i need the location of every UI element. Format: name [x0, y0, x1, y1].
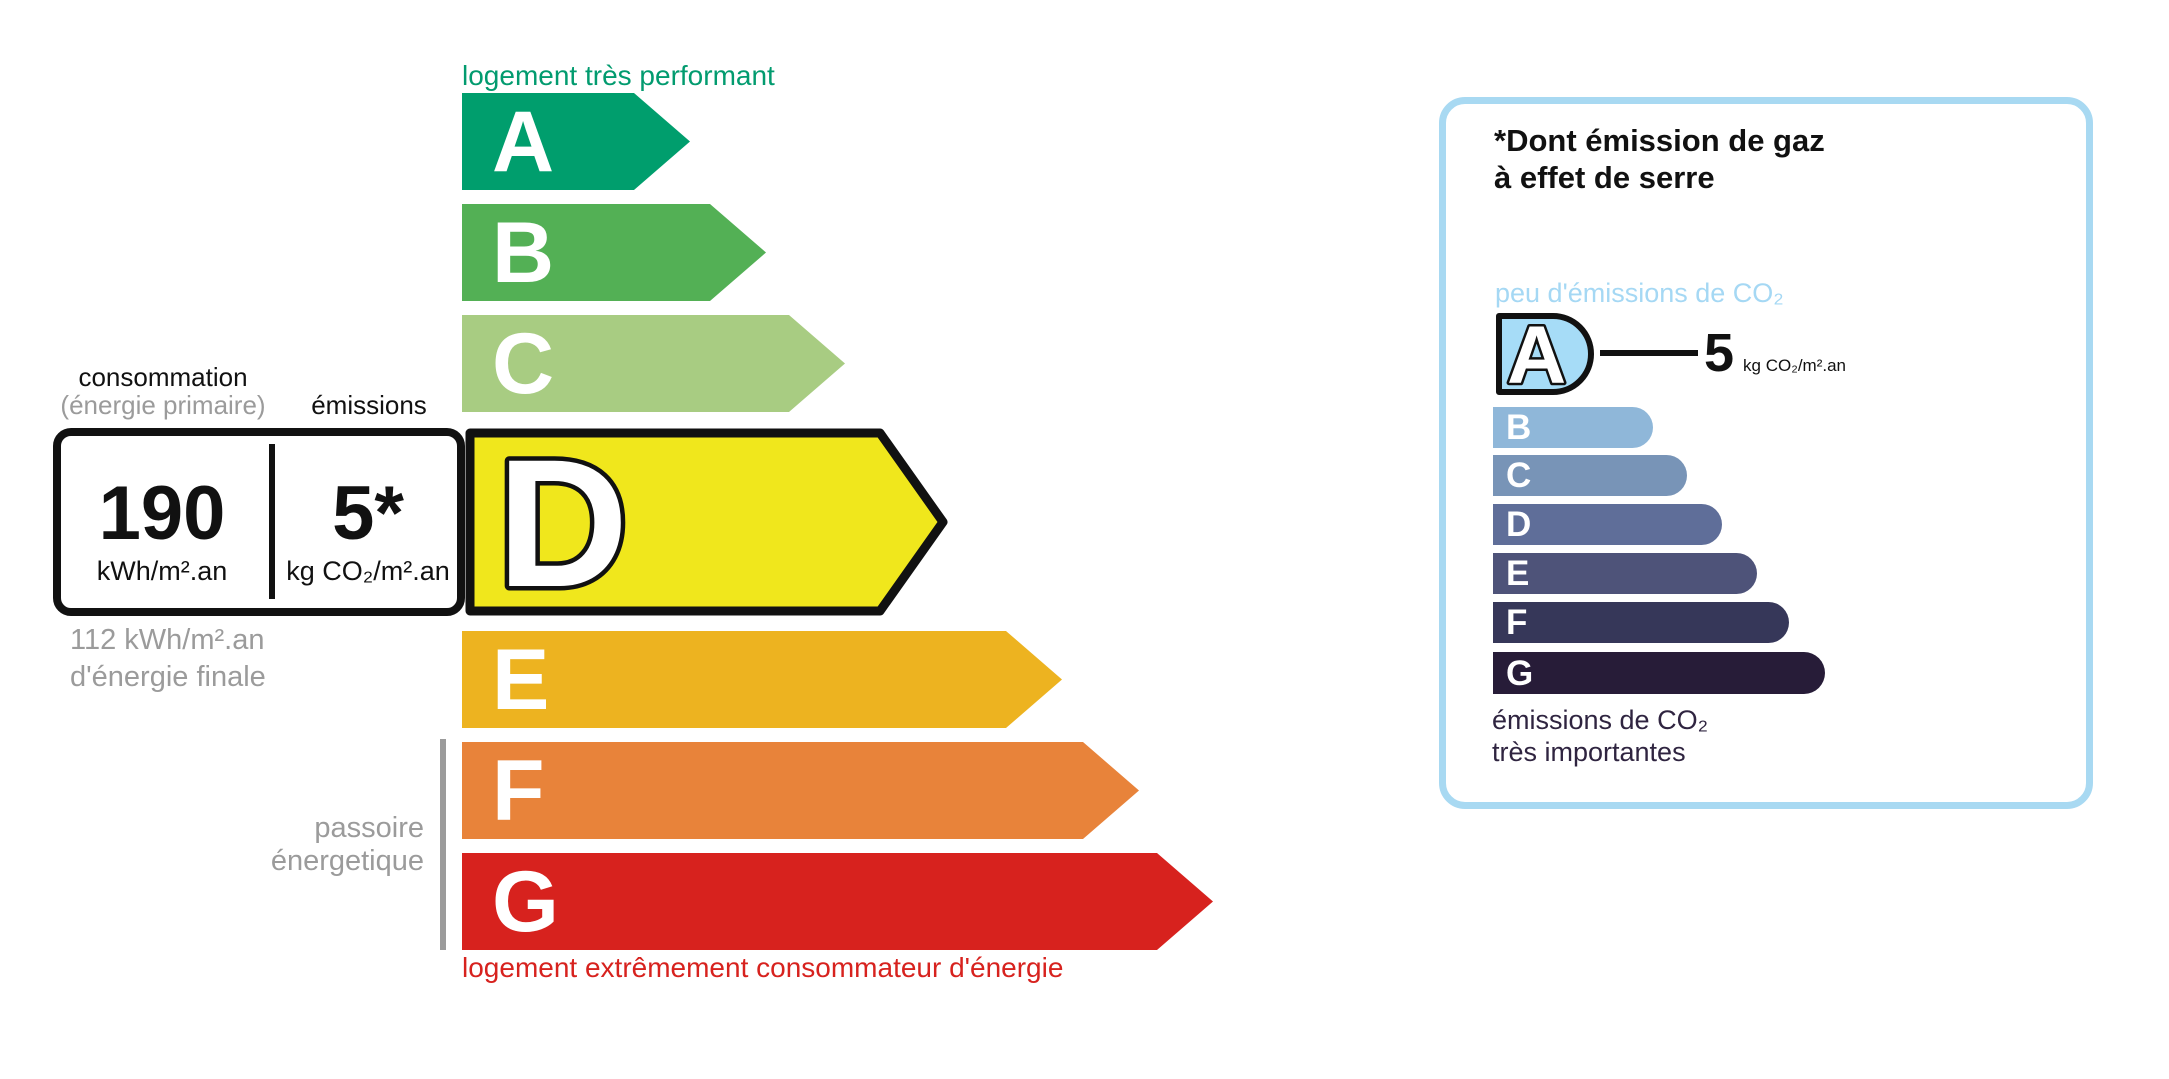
energy-consumption-value: 190	[98, 471, 226, 556]
best-class-caption: logement très performant	[462, 60, 775, 91]
co2-class-letter: F	[1506, 603, 1528, 642]
primary-energy-subheader: (énergie primaire)	[60, 390, 266, 420]
energy-sieve-note-line2: énergetique	[270, 845, 424, 877]
energy-class-letter: E	[492, 631, 550, 728]
co2-class-letter: C	[1506, 456, 1532, 495]
current-energy-class-arrow: D	[465, 428, 948, 616]
co2-class-letter: E	[1506, 554, 1530, 593]
co2-class-bar-c: C	[1493, 455, 1687, 496]
energy-class-bar-c: C	[462, 315, 845, 412]
co2-class-bar-g: G	[1493, 652, 1825, 694]
current-class-letter: D	[497, 428, 628, 616]
ghg-panel-title-line2: à effet de serre	[1494, 160, 1715, 195]
co2-class-badge-a: A	[1496, 312, 1594, 396]
ghg-panel-title: *Dont émission de gaz à effet de serre	[1494, 122, 1825, 196]
final-energy-note: 112 kWh/m².an d'énergie finale	[70, 622, 266, 696]
final-energy-note-line2: d'énergie finale	[70, 661, 266, 693]
energy-class-letter: C	[492, 315, 555, 412]
emissions-header: émissions	[311, 390, 427, 420]
ghg-panel-title-line1: *Dont émission de gaz	[1494, 123, 1825, 158]
energy-consumption-cell: 190 kWh/m².an	[57, 476, 267, 585]
worst-class-caption: logement extrêmement consommateur d'éner…	[462, 952, 1064, 983]
co2-class-letter: B	[1506, 408, 1532, 447]
energy-consumption-unit: kWh/m².an	[96, 556, 228, 586]
score-box-divider	[269, 444, 275, 599]
co2-class-bar-d: D	[1493, 504, 1722, 545]
energy-class-letter: B	[492, 204, 555, 301]
co2-badge-letter: A	[1507, 312, 1566, 396]
energy-class-bar-e: E	[462, 631, 1062, 728]
energy-sieve-bracket	[440, 739, 446, 950]
co2-class-bar-f: F	[1493, 602, 1789, 643]
co2-emissions-cell: 5* kg CO₂/m².an	[273, 476, 463, 585]
co2-callout-unit: kg CO₂/m².an	[1743, 356, 1847, 375]
energy-sieve-note: passoire énergetique	[240, 812, 424, 878]
co2-high-emissions-line2: très importantes	[1492, 737, 1686, 767]
co2-badge-shape	[1496, 313, 1594, 395]
co2-class-bar-b: B	[1493, 407, 1653, 448]
energy-class-bar-f: F	[462, 742, 1139, 839]
co2-class-letter: G	[1506, 653, 1534, 693]
co2-high-emissions-caption: émissions de CO₂ très importantes	[1492, 704, 1708, 768]
final-energy-note-line1: 112 kWh/m².an	[70, 624, 265, 656]
energy-class-bar-g: G	[462, 853, 1213, 950]
energy-class-bar-b: B	[462, 204, 766, 301]
co2-callout-value: 5	[1704, 323, 1735, 383]
energy-class-bar-a: A	[462, 93, 690, 190]
current-class-arrow-shape	[465, 428, 948, 616]
consumption-header: consommation	[78, 362, 248, 392]
ghg-emissions-panel: *Dont émission de gaz à effet de serre p…	[1439, 97, 2093, 809]
co2-callout-line	[1600, 350, 1698, 356]
co2-high-emissions-line1: émissions de CO₂	[1492, 705, 1709, 735]
energy-class-letter: G	[492, 853, 559, 950]
co2-emissions-unit: kg CO₂/m².an	[286, 556, 450, 586]
energy-class-letter: A	[492, 93, 555, 190]
co2-value-callout: 5 kg CO₂/m².an	[1704, 326, 1846, 380]
co2-class-bar-e: E	[1493, 553, 1757, 594]
energy-sieve-note-line1: passoire	[314, 812, 424, 844]
co2-low-emissions-caption: peu d'émissions de CO₂	[1495, 278, 1784, 308]
score-box	[53, 428, 465, 616]
co2-emissions-value: 5*	[332, 471, 404, 556]
energy-class-letter: F	[492, 742, 545, 839]
co2-class-letter: D	[1506, 505, 1532, 544]
